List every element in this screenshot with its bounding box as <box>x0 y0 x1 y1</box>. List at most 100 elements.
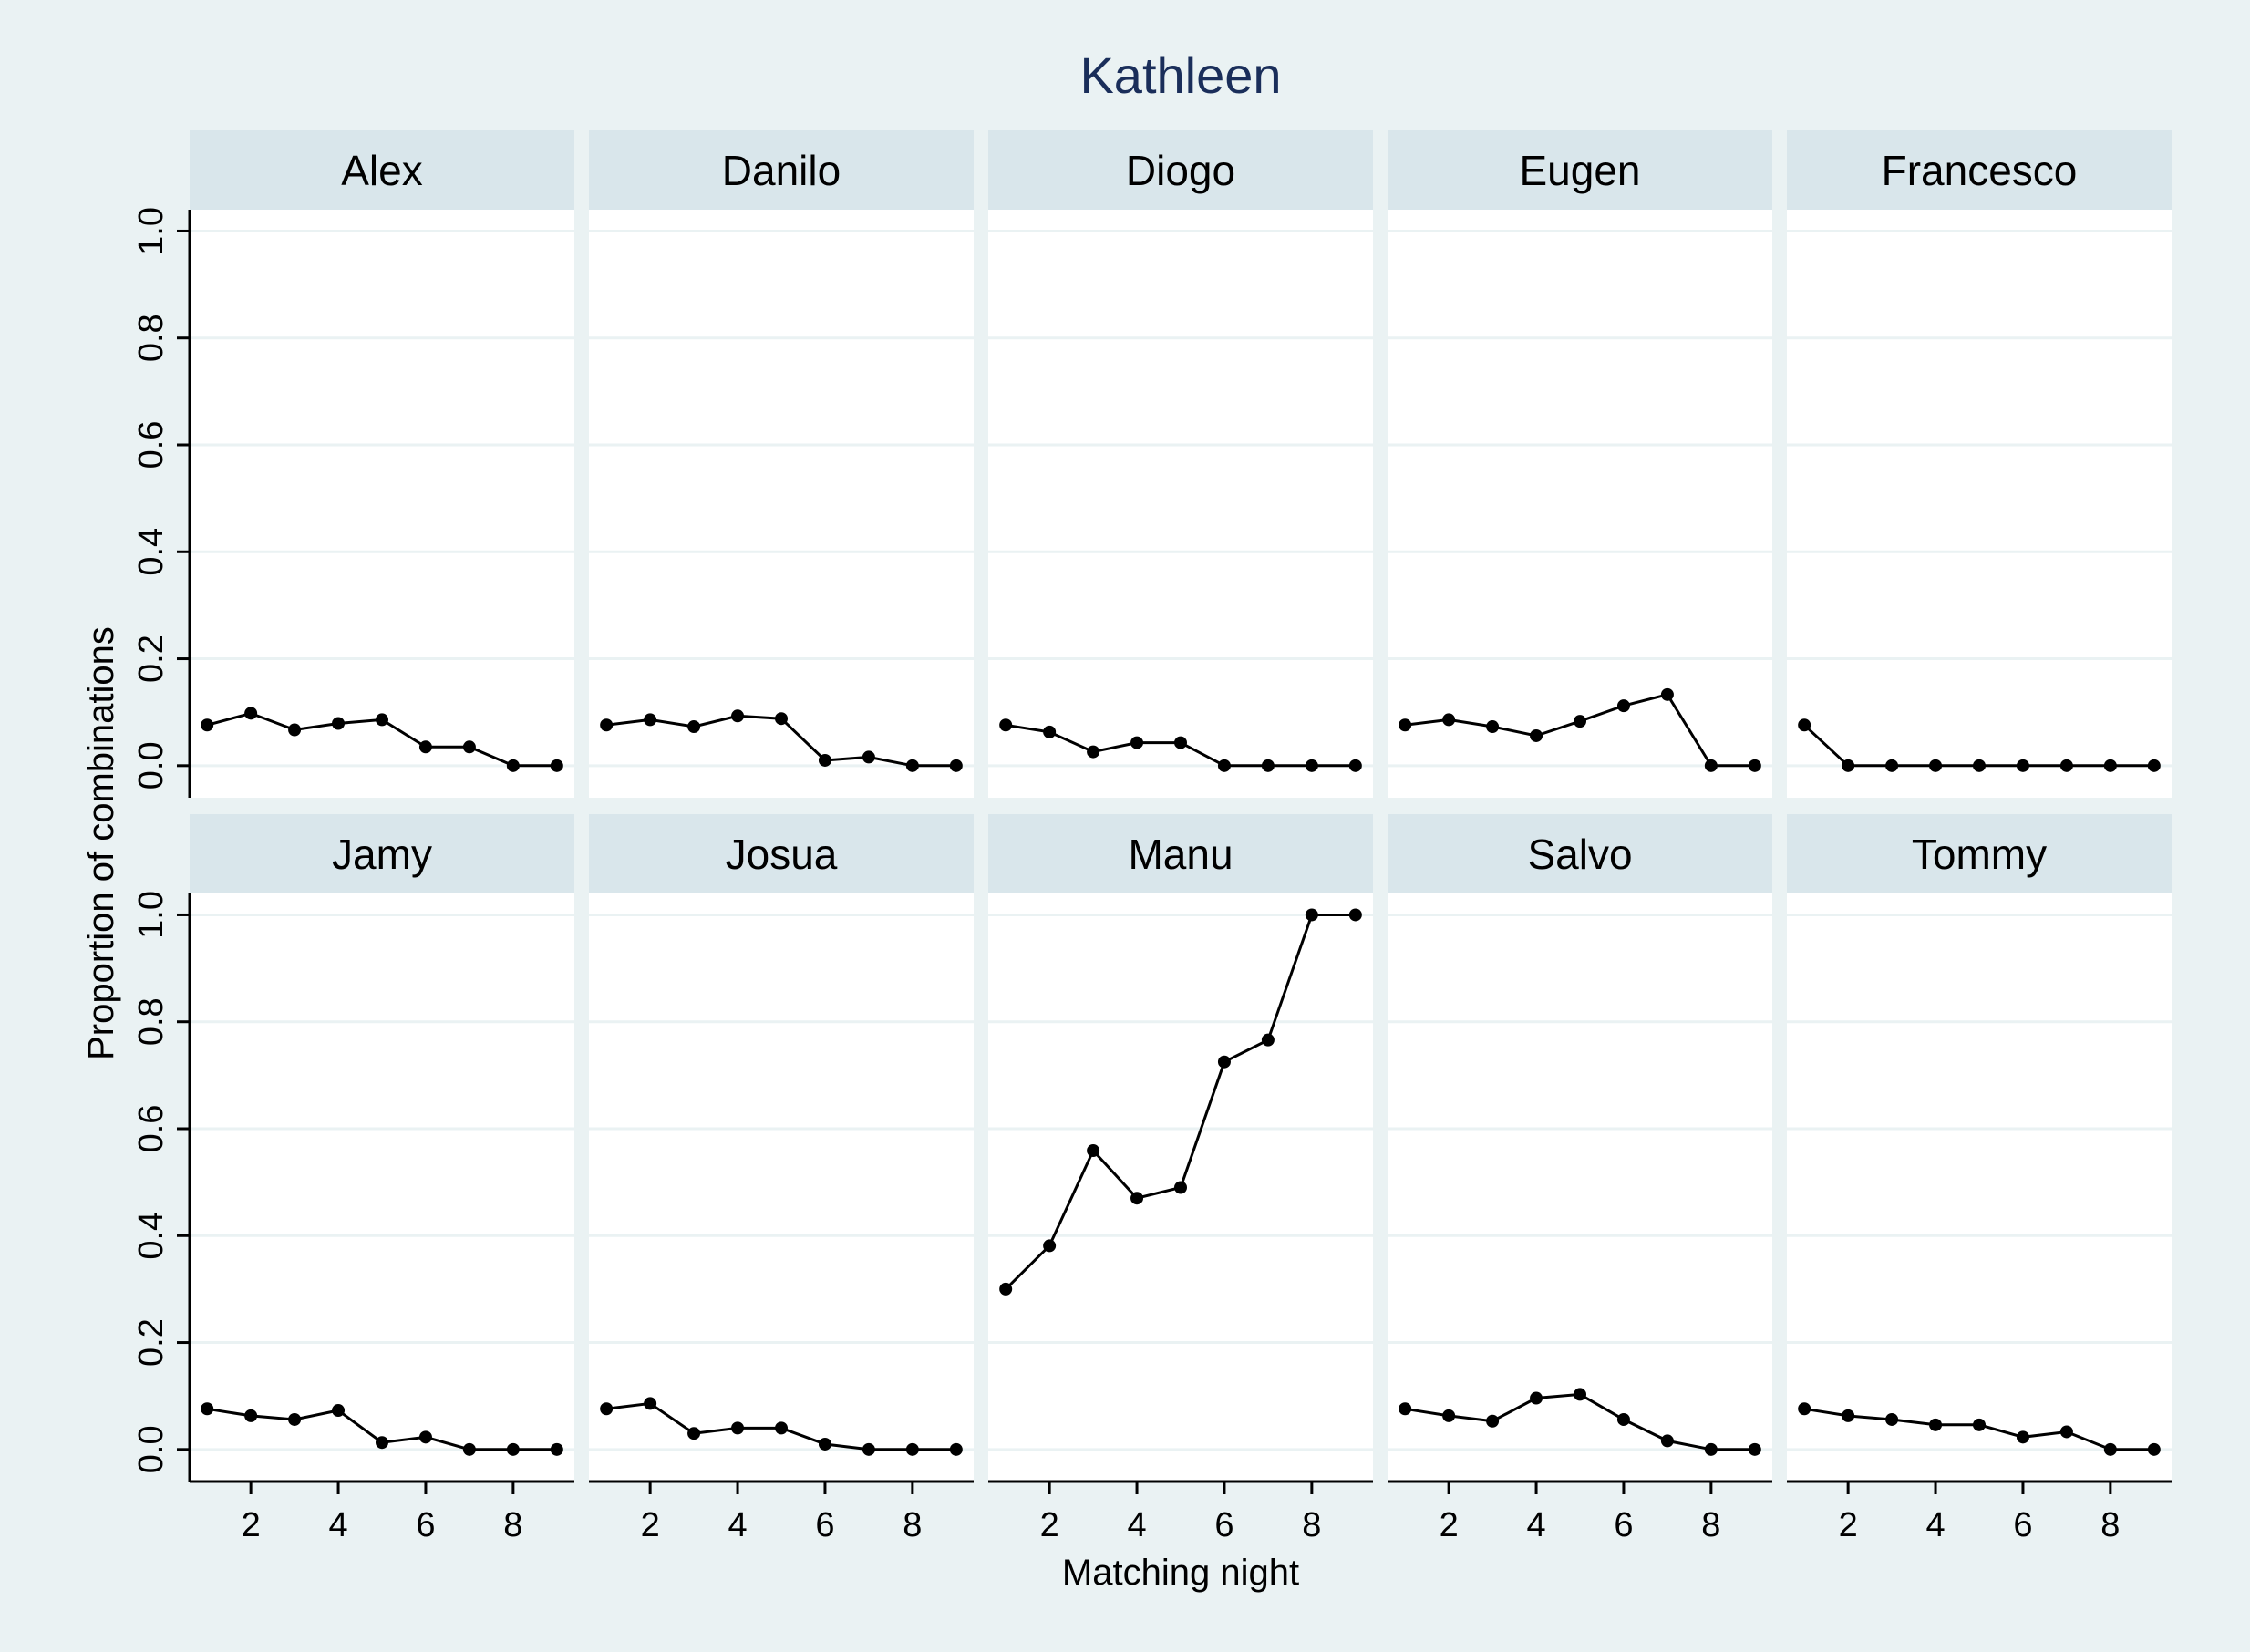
panel-label: Manu <box>1128 831 1233 878</box>
data-point <box>1616 1412 1630 1426</box>
data-point <box>1704 1442 1718 1456</box>
data-point <box>775 712 788 726</box>
panel-header <box>1388 130 1772 210</box>
panel-label: Alex <box>341 147 422 194</box>
panel-jamy: Jamy 2 4 6 8 <box>190 814 574 1544</box>
y-tick-label: 0.8 <box>132 997 170 1046</box>
panel-tommy: Tommy 2 4 6 8 <box>1787 814 2172 1544</box>
data-point <box>332 1404 346 1418</box>
x-tick-label: 2 <box>1839 1506 1858 1544</box>
data-point <box>244 707 258 720</box>
x-tick-label: 4 <box>728 1506 747 1544</box>
panel-label: Danilo <box>722 147 841 194</box>
data-point <box>1399 1402 1412 1416</box>
data-point <box>1043 1239 1057 1253</box>
plot-area <box>988 210 1373 798</box>
data-point <box>905 1442 919 1456</box>
data-point <box>332 717 346 730</box>
data-point <box>1574 1388 1586 1401</box>
data-point <box>999 718 1013 732</box>
panel-label: Francesco <box>1882 147 2078 194</box>
data-point <box>1486 720 1500 734</box>
data-point <box>949 759 963 772</box>
data-point <box>687 1427 701 1440</box>
x-tick-label: 4 <box>328 1506 347 1544</box>
data-point <box>418 1430 432 1444</box>
x-tick-label: 8 <box>503 1506 522 1544</box>
data-point <box>905 759 919 772</box>
panel-manu: Manu 2 4 6 8 <box>988 814 1373 1544</box>
panel-josua: Josua 2 4 6 8 <box>589 814 974 1544</box>
data-point <box>1929 759 1943 772</box>
y-tick-label: 0.4 <box>132 528 170 576</box>
data-point <box>506 1442 520 1456</box>
data-point <box>1442 1409 1456 1422</box>
data-point <box>2147 1442 2161 1456</box>
x-tick-label: 8 <box>2100 1506 2120 1544</box>
panel-header <box>589 814 974 893</box>
panel-header <box>589 130 974 210</box>
data-point <box>1348 759 1362 772</box>
panel-danilo: Danilo <box>589 130 974 798</box>
x-tick-label: 6 <box>1614 1506 1633 1544</box>
data-point <box>201 718 214 732</box>
x-tick-label: 4 <box>1925 1506 1945 1544</box>
data-point <box>1087 745 1100 759</box>
data-point <box>288 1412 302 1426</box>
panel-label: Tommy <box>1912 831 2047 878</box>
data-point <box>1929 1418 1943 1431</box>
data-point <box>462 1442 476 1456</box>
panel-alex: Alex <box>190 130 574 798</box>
data-point <box>288 723 302 737</box>
data-point <box>2016 1430 2029 1444</box>
y-tick-label: 1.0 <box>132 891 170 939</box>
panel-salvo: Salvo 2 4 6 8 <box>1388 814 1772 1544</box>
data-point <box>1174 736 1187 749</box>
x-axis-label: Matching night <box>1062 1553 1299 1593</box>
data-point <box>1261 759 1275 772</box>
data-point <box>1305 908 1318 922</box>
plot-area <box>1787 210 2172 798</box>
data-point <box>2103 759 2117 772</box>
data-point <box>2059 759 2073 772</box>
data-point <box>731 709 745 723</box>
data-point <box>644 713 657 727</box>
plot-area <box>190 210 574 798</box>
y-tick-label: 0.8 <box>132 314 170 362</box>
data-point <box>1348 908 1362 922</box>
data-point <box>731 1421 745 1435</box>
data-point <box>1530 1391 1543 1405</box>
panel-label: Eugen <box>1519 147 1640 194</box>
panel-eugen: Eugen <box>1388 130 1772 798</box>
x-tick-label: 2 <box>641 1506 660 1544</box>
data-point <box>376 1436 388 1450</box>
data-point <box>1261 1033 1275 1047</box>
plot-area <box>1787 893 2172 1482</box>
data-point <box>1616 699 1630 713</box>
x-tick-label: 6 <box>1214 1506 1233 1544</box>
data-point <box>600 1402 614 1416</box>
data-point <box>1043 725 1057 738</box>
y-axis-label: Proportion of combinations <box>81 626 121 1060</box>
data-point <box>2059 1425 2073 1439</box>
data-point <box>1130 736 1144 749</box>
y-tick-label: 0.2 <box>132 1318 170 1367</box>
y-tick-label: 0.0 <box>132 1425 170 1473</box>
data-point <box>1660 687 1674 701</box>
data-point <box>1442 713 1456 727</box>
x-tick-label: 2 <box>242 1506 261 1544</box>
data-point <box>1399 718 1412 732</box>
panel-label: Jamy <box>332 831 432 878</box>
panel-header <box>988 130 1373 210</box>
axes: 0.0 0.2 0.4 0.6 0.8 1.0 0.0 0.2 0.4 0.6 0.8 1.0 <box>132 207 191 1482</box>
x-tick-label: 8 <box>1302 1506 1321 1544</box>
plot-area <box>589 893 974 1482</box>
data-point <box>687 720 701 734</box>
panel-label: Josua <box>726 831 838 878</box>
x-tick-label: 2 <box>1440 1506 1459 1544</box>
x-tick-label: 8 <box>903 1506 922 1544</box>
plot-area <box>1388 893 1772 1482</box>
data-point <box>201 1402 214 1416</box>
data-point <box>506 759 520 772</box>
